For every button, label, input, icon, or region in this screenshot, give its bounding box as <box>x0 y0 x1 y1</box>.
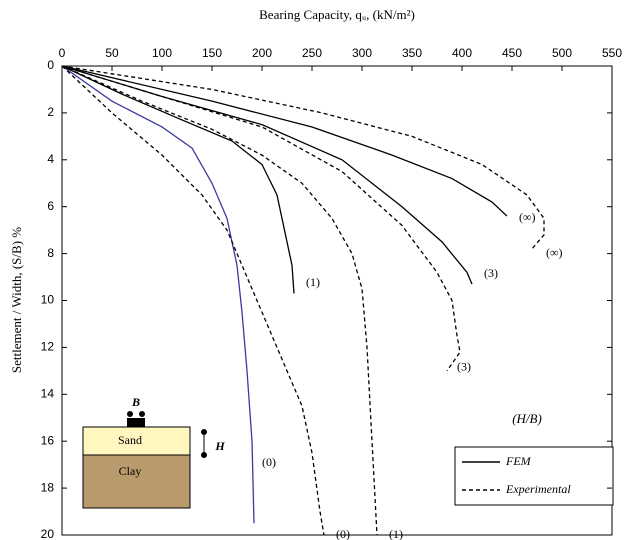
chart-title: Bearing Capacity, qᵤ, (kN/m²) <box>259 7 415 22</box>
load-point <box>139 411 145 417</box>
x-tick-label: 500 <box>552 46 572 60</box>
y-tick-label: 12 <box>41 340 55 354</box>
x-tick-label: 400 <box>452 46 472 60</box>
x-tick-label: 350 <box>402 46 422 60</box>
y-axis-label: Settlement / Width, (S/B) % <box>9 227 24 373</box>
curve-label: (1) <box>389 527 403 540</box>
y-tick-label: 18 <box>41 480 55 494</box>
y-tick-label: 2 <box>47 105 54 119</box>
sand-label: Sand <box>118 433 142 447</box>
y-tick-label: 8 <box>47 246 54 260</box>
depth-end <box>201 452 207 458</box>
x-tick-label: 0 <box>59 46 66 60</box>
footing <box>127 418 145 427</box>
curve-label: (∞) <box>519 210 536 224</box>
y-tick-label: 20 <box>41 527 55 540</box>
load-point <box>127 411 133 417</box>
curve-label: (3) <box>457 360 471 374</box>
curve-label: (∞) <box>546 246 563 260</box>
depth-label: H <box>214 439 225 453</box>
curve-label: (0) <box>262 455 276 469</box>
depth-end <box>201 429 207 435</box>
y-tick-label: 4 <box>47 152 54 166</box>
curve-label: (0) <box>336 527 350 540</box>
y-tick-label: 6 <box>47 199 54 213</box>
legend <box>455 447 613 505</box>
annotation: (H/B) <box>512 411 542 426</box>
x-tick-label: 300 <box>352 46 372 60</box>
y-tick-label: 14 <box>41 386 55 400</box>
curve <box>62 66 544 249</box>
width-label: B <box>131 395 140 409</box>
curve <box>62 66 294 293</box>
x-tick-label: 450 <box>502 46 522 60</box>
curve <box>62 66 507 216</box>
curve <box>62 66 460 371</box>
x-tick-label: 150 <box>202 46 222 60</box>
curve-label: (1) <box>306 275 320 289</box>
y-tick-label: 16 <box>41 433 55 447</box>
x-tick-label: 50 <box>105 46 119 60</box>
legend-label: Experimental <box>505 482 571 496</box>
x-tick-label: 100 <box>152 46 172 60</box>
legend-label: FEM <box>505 454 532 468</box>
soil-diagram: B H Sand Clay <box>83 395 225 508</box>
y-tick-label: 10 <box>41 293 55 307</box>
chart: Bearing Capacity, qᵤ, (kN/m²) Settlement… <box>0 0 629 540</box>
y-tick-label: 0 <box>47 58 54 72</box>
curve-label: (3) <box>484 266 498 280</box>
clay-label: Clay <box>119 464 142 478</box>
x-tick-label: 250 <box>302 46 322 60</box>
x-tick-label: 200 <box>252 46 272 60</box>
x-tick-label: 550 <box>602 46 622 60</box>
